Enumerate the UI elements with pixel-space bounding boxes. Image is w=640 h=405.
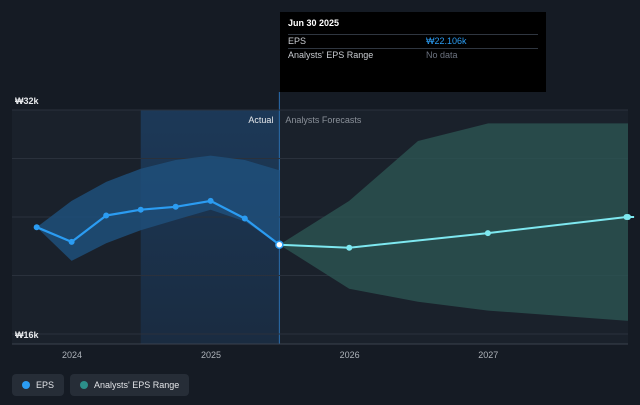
eps-legend-dot-icon: [22, 381, 30, 389]
actual-section-label: Actual: [248, 115, 273, 125]
eps-series-line: [36, 199, 281, 246]
range-legend-dot-icon: [80, 381, 89, 389]
eps-chart: ₩32k ₩16k 2024 2025 2026 2027 Actual Analysts F…: [12, 92, 635, 360]
labels-layer: ₩32k ₩16k 2024 2025 2026 2027 Actual Analysts F…: [15, 96, 498, 360]
tooltip-eps-value: ₩22.106k: [426, 36, 467, 46]
eps-point: [68, 238, 75, 245]
tooltip-eps-row: EPS ₩22.106k: [288, 34, 538, 48]
x-tick-label: 2026: [340, 350, 360, 360]
eps-point: [33, 224, 40, 231]
forecast-section-label: Analysts Forecasts: [285, 115, 362, 125]
forecast-point: [625, 214, 631, 220]
forecast-eps-range-band: [279, 123, 628, 321]
x-tick-label: 2025: [201, 350, 221, 360]
legend-item-eps[interactable]: EPS: [12, 374, 65, 396]
eps-point: [172, 203, 179, 210]
eps-point: [137, 206, 144, 213]
eps-point: [241, 215, 248, 222]
eps-point: [103, 212, 110, 219]
eps-point: [207, 197, 214, 204]
tooltip-range-row: Analysts' EPS Range No data: [288, 48, 538, 62]
hover-tooltip: Jun 30 2025 EPS ₩22.106k Analysts' EPS R…: [280, 12, 546, 92]
legend-item-range[interactable]: Analysts' EPS Range: [70, 374, 190, 396]
x-tick-label: 2027: [478, 350, 498, 360]
legend-range-label: Analysts' EPS Range: [94, 380, 180, 390]
legend-eps-label: EPS: [36, 380, 55, 390]
points-layer: [33, 197, 631, 251]
x-tick-label: 2024: [62, 350, 82, 360]
eps-current-point: [275, 240, 284, 249]
legend: EPS Analysts' EPS Range: [12, 374, 190, 396]
tooltip-range-label: Analysts' EPS Range: [288, 50, 374, 60]
tooltip-eps-label: EPS: [288, 36, 307, 46]
forecast-point: [484, 230, 491, 237]
tooltip-date: Jun 30 2025: [288, 18, 340, 28]
y-tick-label-top: ₩32k: [15, 96, 40, 106]
tooltip-range-value: No data: [426, 50, 458, 60]
forecast-point: [346, 244, 353, 251]
y-tick-label-bottom: ₩16k: [15, 330, 40, 340]
